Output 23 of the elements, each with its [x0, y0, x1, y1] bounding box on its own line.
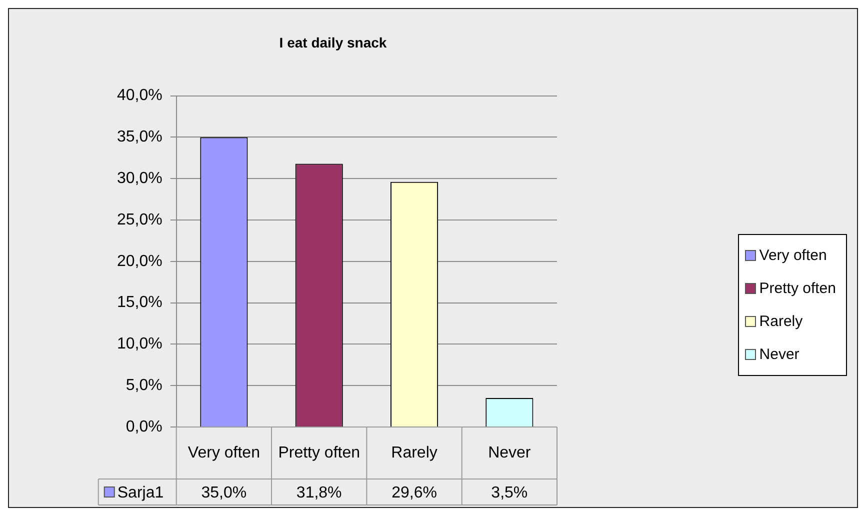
- y-tick-label: 15,0%: [116, 294, 162, 312]
- category-label: Pretty often: [759, 280, 836, 297]
- category-label: Rarely: [759, 313, 803, 330]
- y-tick-label: 35,0%: [116, 128, 162, 146]
- data-label: 31,8%: [296, 484, 342, 502]
- y-tick-label: 25,0%: [116, 211, 162, 228]
- y-tick-label: 0,0%: [126, 418, 162, 436]
- y-tick-label: 40,0%: [116, 87, 162, 104]
- y-tick-label: 30,0%: [116, 170, 162, 188]
- y-tick-label: 20,0%: [116, 252, 162, 270]
- data-label: 35,0%: [201, 484, 247, 502]
- legend-label: Sarja1: [117, 484, 164, 502]
- data-label: 29,6%: [392, 484, 437, 502]
- category-label: Very often: [759, 247, 827, 264]
- x-tick-label: Rarely: [391, 444, 438, 462]
- data-label: 3,5%: [491, 484, 528, 502]
- y-tick-label: 10,0%: [116, 336, 162, 353]
- x-tick-label: Very often: [188, 444, 260, 462]
- x-tick-label: Pretty often: [278, 444, 360, 462]
- y-tick-label: 5,0%: [126, 377, 162, 394]
- category-label: Never: [759, 346, 800, 363]
- chart-title: I eat daily snack: [279, 34, 387, 50]
- x-tick-label: Never: [488, 444, 532, 462]
